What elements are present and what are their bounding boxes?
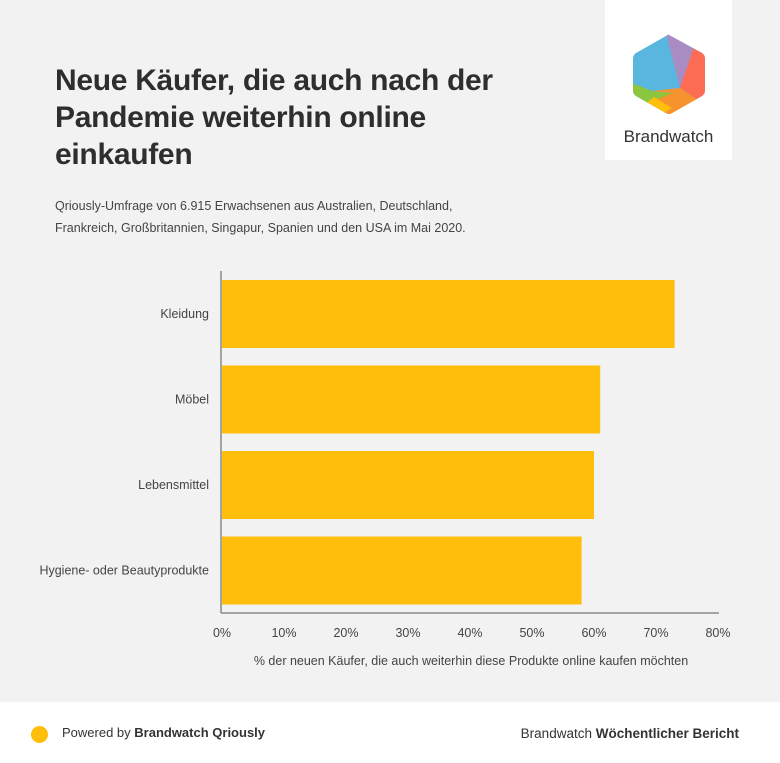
x-tick-label: 60% bbox=[581, 626, 606, 640]
bar-3 bbox=[222, 536, 582, 605]
footer: Powered by Brandwatch Qriously Brandwatc… bbox=[0, 702, 780, 763]
x-axis-label: % der neuen Käufer, die auch weiterhin d… bbox=[254, 654, 688, 668]
category-label: Lebensmittel bbox=[138, 478, 209, 492]
bar-1 bbox=[222, 365, 601, 434]
category-label: Hygiene- oder Beautyprodukte bbox=[39, 564, 209, 578]
x-tick-label: 0% bbox=[213, 626, 231, 640]
report-name: Brandwatch Wöchentlicher Bericht bbox=[521, 726, 739, 741]
powered-by-brand: Brandwatch Qriously bbox=[134, 725, 266, 740]
brand-dot-icon bbox=[31, 726, 48, 743]
brand-logo-panel: Brandwatch bbox=[605, 0, 732, 160]
category-label: Kleidung bbox=[160, 307, 209, 321]
x-tick-label: 80% bbox=[705, 626, 730, 640]
report-name-bold: Wöchentlicher Bericht bbox=[595, 726, 739, 741]
x-tick-label: 40% bbox=[457, 626, 482, 640]
x-tick-label: 70% bbox=[643, 626, 668, 640]
x-tick-label: 50% bbox=[519, 626, 544, 640]
x-tick-label: 10% bbox=[271, 626, 296, 640]
x-tick-label: 30% bbox=[395, 626, 420, 640]
bar-chart: Kleidung Möbel Lebensmittel Hygiene- oder B… bbox=[39, 271, 731, 668]
bar-0 bbox=[222, 280, 675, 348]
bar-2 bbox=[222, 451, 594, 519]
report-name-prefix: Brandwatch bbox=[520, 726, 596, 741]
category-label: Möbel bbox=[175, 393, 209, 407]
powered-by-prefix: Powered by bbox=[62, 725, 135, 740]
brand-logo-text: Brandwatch bbox=[623, 127, 714, 146]
powered-by-text: Powered by Brandwatch Qriously bbox=[62, 725, 265, 740]
x-tick-label: 20% bbox=[333, 626, 358, 640]
chart-subtitle: Qriously-Umfrage von 6.915 Erwachsenen a… bbox=[55, 199, 466, 235]
brandwatch-hexagon-logo-icon bbox=[633, 34, 705, 115]
chart-title: Neue Käufer, die auch nach der Pandemie … bbox=[55, 64, 493, 171]
